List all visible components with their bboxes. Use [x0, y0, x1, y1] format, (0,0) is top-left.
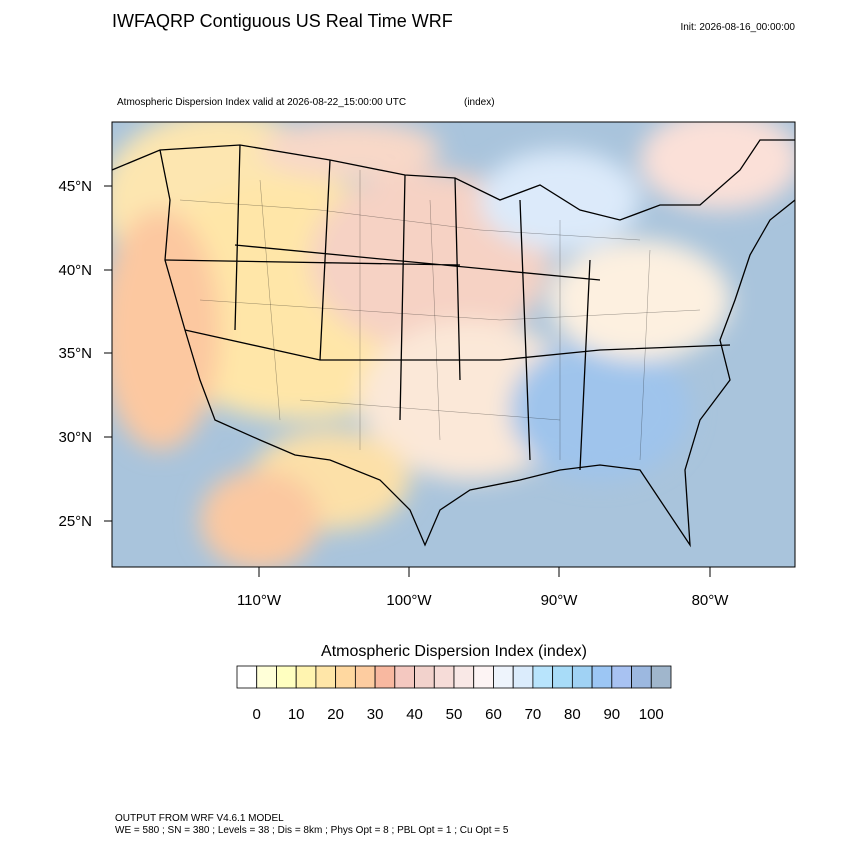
footer-line: OUTPUT FROM WRF V4.6.1 MODEL: [115, 813, 284, 824]
colorbar-box: [453, 665, 475, 689]
colorbar-box: [374, 665, 396, 689]
lon-label: 90°W: [541, 592, 579, 609]
colorbar-box: [631, 665, 652, 689]
colorbar-box: [512, 665, 534, 689]
colorbar-title: Atmospheric Dispersion Index (index): [321, 643, 587, 660]
colorbar-box: [236, 665, 258, 689]
colorbar-box: [433, 665, 455, 689]
colorbar-box: [650, 665, 672, 689]
colorbar-label: 0: [253, 706, 261, 723]
colorbar-label: 30: [367, 706, 384, 723]
colorbar-label: 60: [485, 706, 502, 723]
units: (index): [464, 97, 495, 108]
colorbar-box: [493, 665, 514, 689]
colorbar: 0 10 20 30 40 50 60 70 80 90 100: [236, 665, 672, 723]
colorbar-label: 20: [327, 706, 344, 723]
lon-label: 80°W: [692, 592, 730, 609]
footer-line: WE = 580 ; SN = 380 ; Levels = 38 ; Dis …: [115, 825, 509, 836]
colorbar-box: [552, 665, 573, 689]
lon-label: 110°W: [237, 592, 282, 609]
lat-label: 35°N: [58, 345, 92, 362]
colorbar-box: [256, 665, 277, 689]
colorbar-label: 40: [406, 706, 423, 723]
lon-labels: 110°W 100°W 90°W 80°W: [237, 567, 729, 609]
colorbar-label: 10: [288, 706, 305, 723]
colorbar-label: 50: [446, 706, 463, 723]
lat-label: 40°N: [58, 262, 92, 279]
colorbar-box: [611, 665, 632, 689]
colorbar-box: [532, 665, 554, 689]
map-frame: [111, 121, 796, 568]
map-area: [112, 122, 795, 567]
colorbar-box: [295, 665, 317, 689]
colorbar-box: [473, 665, 494, 689]
lat-label: 30°N: [58, 429, 92, 446]
lat-label: 25°N: [58, 513, 92, 530]
colorbar-box: [591, 665, 613, 689]
subtitle: Atmospheric Dispersion Index valid at 20…: [117, 97, 406, 108]
lat-labels: 45°N 40°N 35°N 30°N 25°N: [58, 178, 112, 530]
colorbar-box: [354, 665, 376, 689]
colorbar-label: 80: [564, 706, 581, 723]
lat-label: 45°N: [58, 178, 92, 195]
init-time: Init: 2026-08-16_00:00:00: [680, 22, 795, 33]
colorbar-box: [276, 665, 297, 689]
lon-label: 100°W: [386, 592, 432, 609]
title: IWFAQRP Contiguous US Real Time WRF: [112, 11, 453, 31]
colorbar-box: [571, 665, 593, 689]
colorbar-label: 100: [639, 706, 664, 723]
colorbar-box: [394, 665, 415, 689]
colorbar-box: [315, 665, 337, 689]
colorbar-box: [414, 665, 435, 689]
colorbar-box: [335, 665, 356, 689]
colorbar-label: 70: [525, 706, 542, 723]
colorbar-label: 90: [603, 706, 620, 723]
